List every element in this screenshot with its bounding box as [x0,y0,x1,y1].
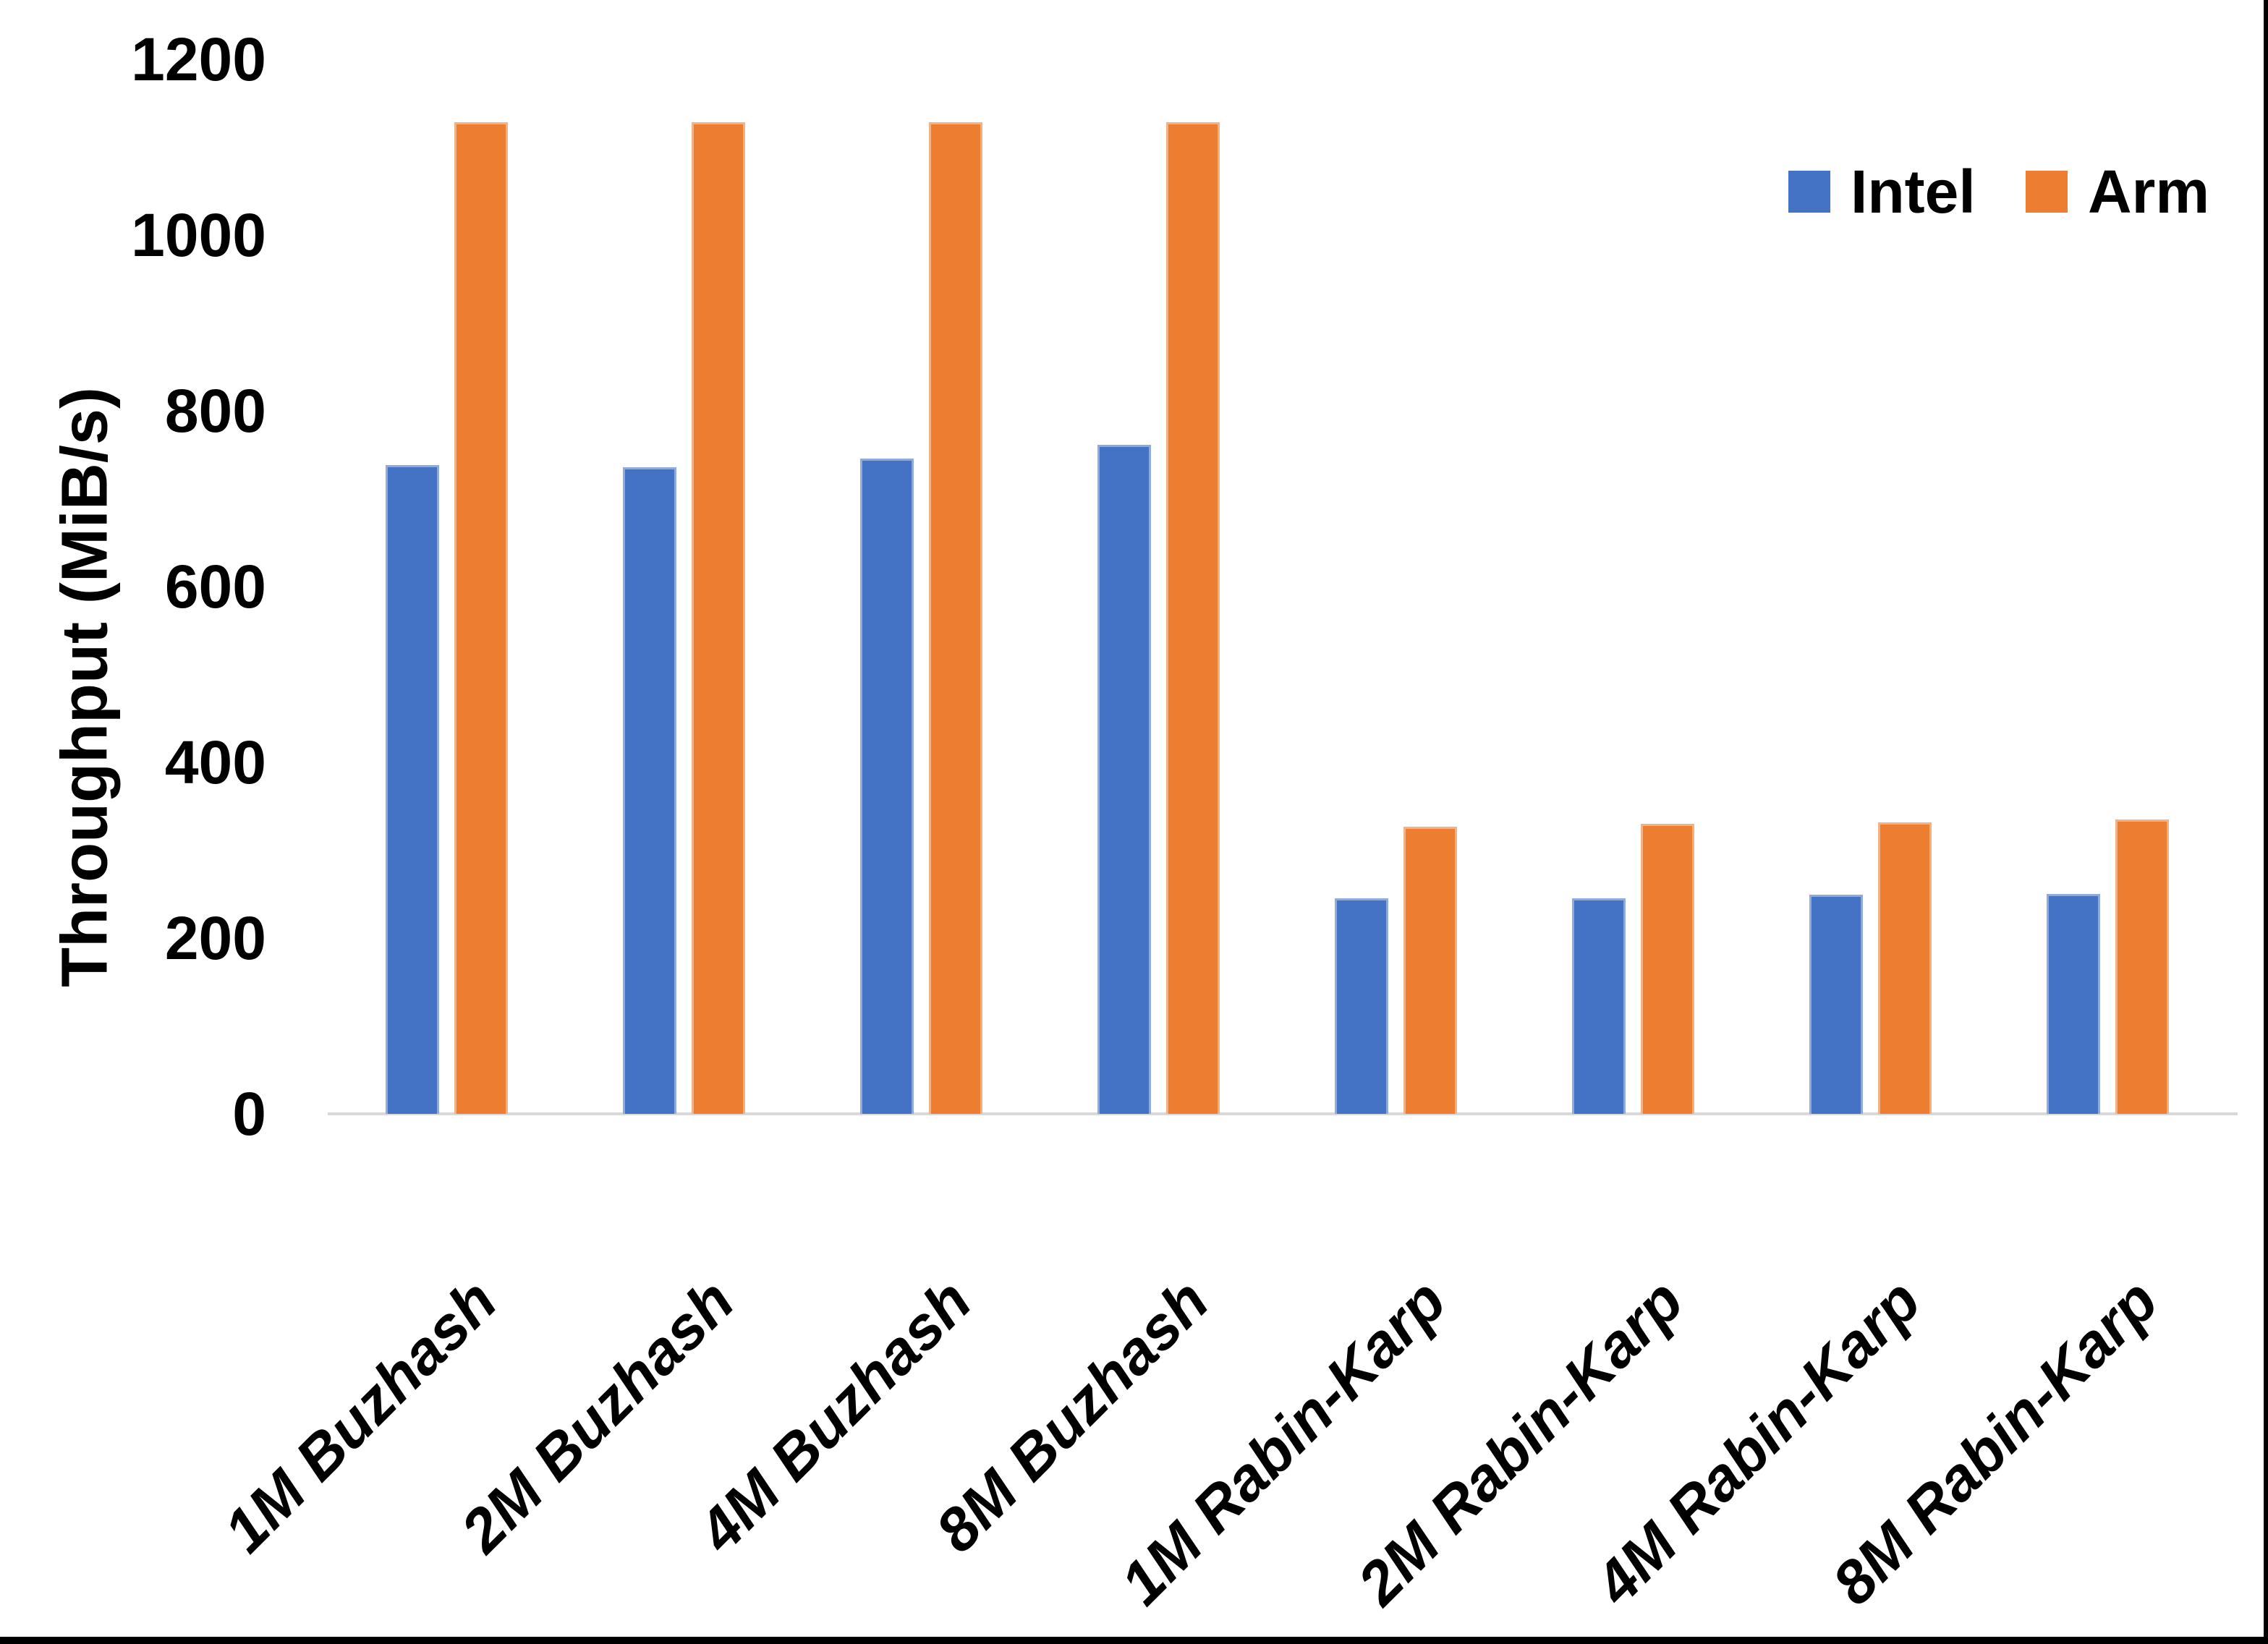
legend-swatch-arm [2026,171,2068,213]
bar-intel-2m-rabin-karp [1571,898,1626,1114]
category-group-2m-rabin-karp [1514,59,1751,1114]
category-group-8m-buzhash [1040,59,1277,1114]
bar-arm-8m-rabin-karp [2115,819,2169,1114]
bar-arm-4m-buzhash [928,122,982,1114]
category-group-1m-rabin-karp [1277,59,1514,1114]
bar-arm-4m-rabin-karp [1877,822,1932,1114]
x-axis-line [328,1112,2238,1115]
screenshot-bottom-border [0,1637,2268,1644]
screenshot-right-border [2264,0,2268,1644]
y-axis-tick-1000: 1000 [131,201,266,269]
bar-intel-1m-rabin-karp [1334,898,1388,1114]
y-axis-tick-0: 0 [232,1080,266,1148]
category-group-8m-rabin-karp [1989,59,2226,1114]
category-group-4m-rabin-karp [1751,59,1989,1114]
bar-intel-1m-buzhash [385,465,439,1114]
legend-entry-intel: Intel [1788,152,1976,231]
y-axis-tick-1200: 1200 [131,25,266,93]
plot-area [328,59,2238,1115]
category-group-4m-buzhash [802,59,1040,1114]
y-axis-tick-200: 200 [164,904,266,972]
legend-entry-arm: Arm [2026,152,2209,231]
bar-arm-1m-rabin-karp [1403,826,1457,1114]
plot-slots [328,59,2226,1114]
bar-intel-4m-rabin-karp [1809,895,1863,1114]
bar-arm-2m-rabin-karp [1640,824,1694,1114]
bar-intel-8m-buzhash [1097,445,1151,1114]
bar-arm-1m-buzhash [454,122,508,1114]
bar-arm-2m-buzhash [691,122,745,1114]
y-axis-tick-800: 800 [164,377,266,445]
bar-intel-8m-rabin-karp [2046,894,2100,1114]
bar-intel-4m-buzhash [859,458,914,1114]
category-group-2m-buzhash [565,59,802,1114]
legend-label-intel: Intel [1851,157,1976,226]
y-axis-title: Throughput (MiB/s) [48,387,122,987]
category-group-1m-buzhash [328,59,565,1114]
bar-intel-2m-buzhash [622,467,676,1114]
bar-arm-8m-buzhash [1165,122,1220,1114]
y-axis-tick-600: 600 [164,553,266,621]
y-axis-tick-400: 400 [164,728,266,796]
legend-label-arm: Arm [2088,157,2210,226]
legend-swatch-intel [1788,171,1830,213]
